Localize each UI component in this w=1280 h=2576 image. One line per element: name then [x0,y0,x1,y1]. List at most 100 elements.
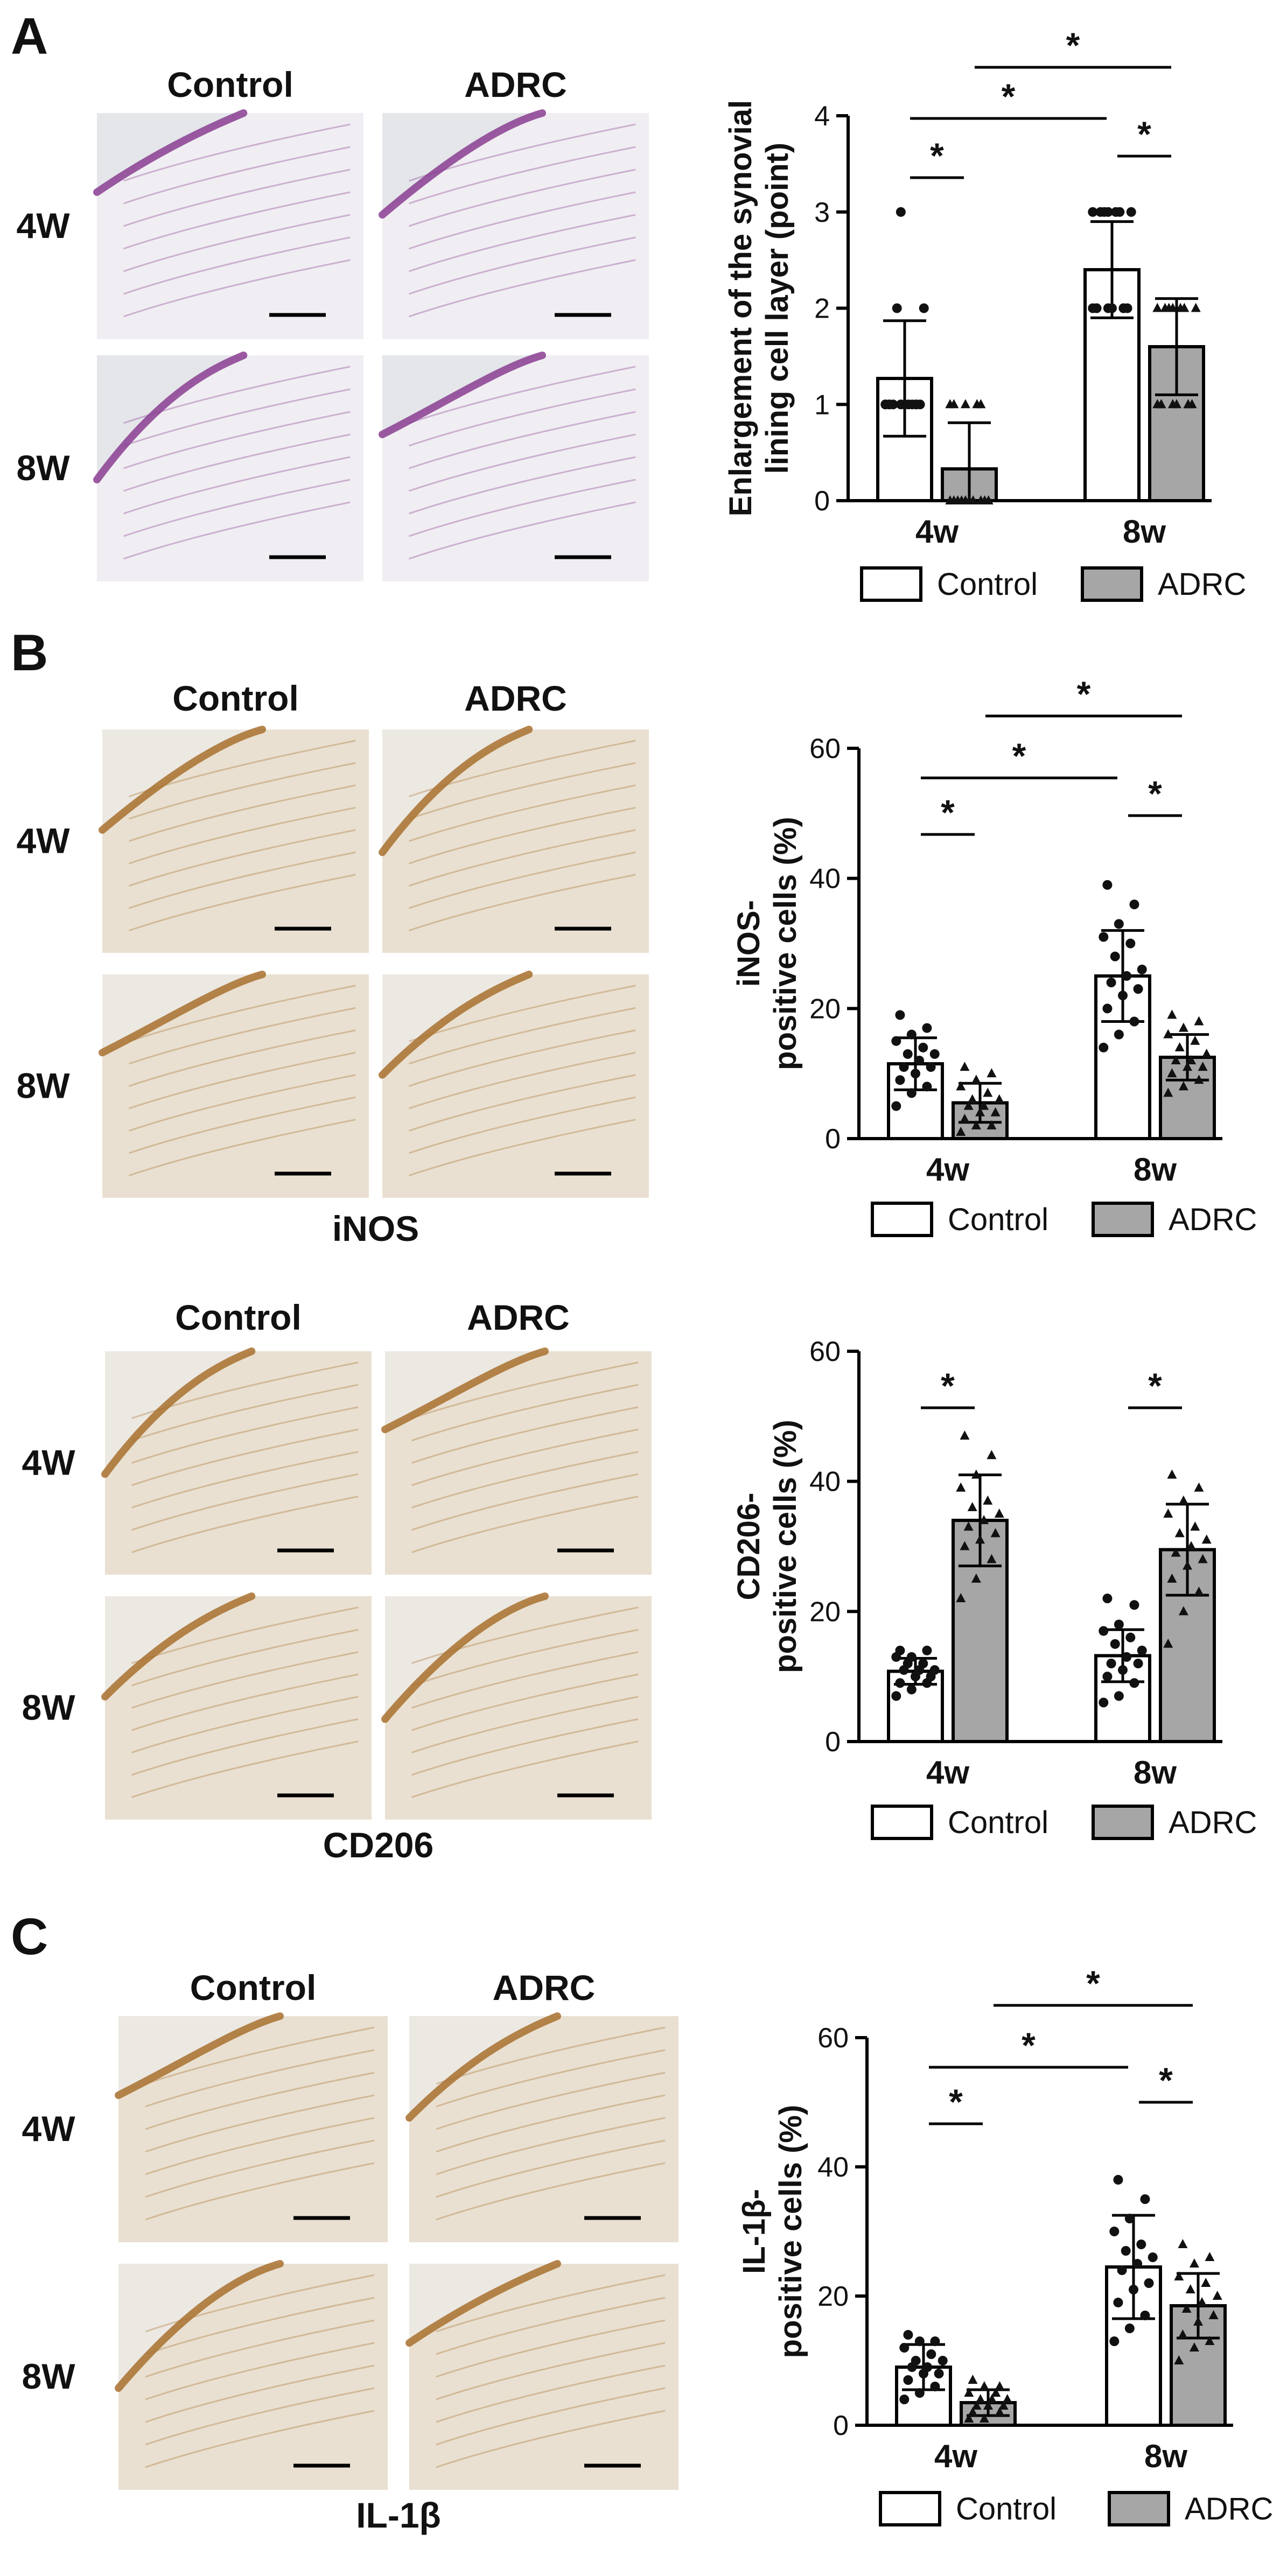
micrograph-adrc-8w-fiber [409,1007,636,1065]
significance-star: * [1148,774,1162,813]
x-tick-label: 4w [915,514,959,550]
data-point [914,1056,925,1065]
micrograph-adrc-4w-fiber [409,829,636,887]
data-point [976,399,986,409]
data-point [1129,900,1139,909]
data-point [975,2394,985,2403]
data-point [949,399,959,409]
micrograph-control-8w-fiber [131,1629,359,1687]
data-point [1178,2239,1188,2248]
data-point [1171,1547,1181,1557]
micrograph-adrc-4w-fiber [409,762,636,820]
data-point [1121,2246,1131,2256]
y-tick-label: 20 [809,1596,841,1627]
micrograph-control-4w-fiber [129,874,356,931]
micrograph-control-4w-fiber [145,2049,375,2108]
data-point [975,1107,985,1117]
micrograph-control-8w-fiber [145,2364,375,2423]
data-point [1099,1697,1109,1708]
column-label-adrc: ADRC [467,1297,570,1337]
data-point [971,1120,981,1129]
chart-1: 0 20 40 60 iNOS-positive cells (%) 4w 8w * * * * Co… [731,674,1257,1237]
micrograph-adrc-4w-fiber [411,1428,639,1486]
micrograph-adrc-8w-fiber [409,479,636,537]
x-tick-label: 4w [926,1152,969,1188]
data-point [994,1508,1004,1518]
data-point [967,1094,977,1104]
micrograph-control-8w-fiber [123,479,351,537]
data-point [1163,1638,1173,1648]
micrograph-control-8w-fiber [123,366,351,424]
data-point [991,2388,1001,2397]
micrograph-adrc-8w-lining [379,352,546,438]
data-point [899,1062,909,1072]
micrograph-control-8w-lining [93,352,248,483]
data-point [1137,964,1147,974]
y-axis-label: iNOS- [731,900,766,987]
y-tick-label: 0 [825,1726,841,1758]
micrograph-control-8w-fiber [145,2342,375,2400]
chart-3: 0 20 40 60 IL-1β-positive cells (%) 4w 8w * * * * C… [737,1963,1273,2526]
data-point [964,2413,974,2423]
column-label-control: Control [172,678,299,718]
y-tick-label: 40 [809,864,841,895]
data-point [987,1068,997,1078]
micrograph-adrc-4w-tissue [409,2016,679,2242]
micrograph-adrc-4w-fiber [409,874,636,931]
data-point [960,1541,970,1550]
data-point [1174,1528,1185,1538]
data-point [987,1120,997,1129]
significance-star: * [1077,674,1091,714]
data-point [891,1101,901,1111]
chart-2: 0 20 40 60 CD206- positive cells (%) 4w 8w * * Con… [731,1336,1257,1840]
data-point [1167,303,1178,312]
x-tick-label: 8w [1134,1754,1177,1791]
significance-star: * [941,1366,955,1406]
panel-letter: B [11,624,48,682]
micrograph-adrc-8w-fiber [409,456,636,515]
data-point [1109,2227,1120,2236]
panel-letter: C [11,1908,48,1966]
data-point [1140,2311,1150,2320]
micrograph-control-8w-lining [115,2260,284,2392]
column-label-adrc: ADRC [493,1968,596,2008]
data-point [922,1082,932,1092]
micrograph-adrc-4w-fiber [436,2026,666,2085]
micrograph-adrc-8w-fiber [409,1074,636,1132]
data-point [1088,207,1098,217]
data-point [1183,399,1193,409]
data-point [971,1573,981,1583]
data-point [938,2356,948,2366]
data-point [975,1534,985,1544]
micrograph-adrc-8w-fiber [409,411,636,469]
data-point [1167,1068,1177,1078]
micrograph-control-8w-fiber [129,1074,356,1132]
micrograph-adrc-4w-fiber [409,123,636,182]
data-point [983,2400,993,2410]
data-point [1002,2394,1012,2403]
y-axis-label: lining cell layer (point) [760,143,795,474]
data-point [963,1100,974,1110]
data-point [1103,207,1113,217]
data-point [1122,971,1132,981]
y-tick-label: 0 [825,1124,841,1155]
data-point [1194,1016,1204,1026]
data-point [1163,1508,1173,1518]
legend-label-adrc: ADRC [1169,1805,1257,1840]
data-point [1167,1573,1177,1583]
y-tick-label: 4 [814,101,830,132]
data-point [930,2336,940,2346]
data-point [896,207,906,217]
micrograph-control-8w-fiber [129,1029,356,1087]
micrograph-adrc-8w-fiber [411,1629,639,1687]
micrograph-adrc-4w-fiber [411,1406,639,1464]
micrograph-control-8w-fiber [129,1007,356,1065]
data-point [892,303,902,313]
data-point [895,1010,905,1020]
micrograph-adrc-8w-fiber [409,1051,636,1110]
data-point [1189,2258,1199,2268]
legend-label-control: Control [948,1805,1048,1840]
data-point [1205,2336,1215,2345]
data-point [1174,2271,1184,2280]
micrograph-control-8w-fiber [123,456,351,515]
